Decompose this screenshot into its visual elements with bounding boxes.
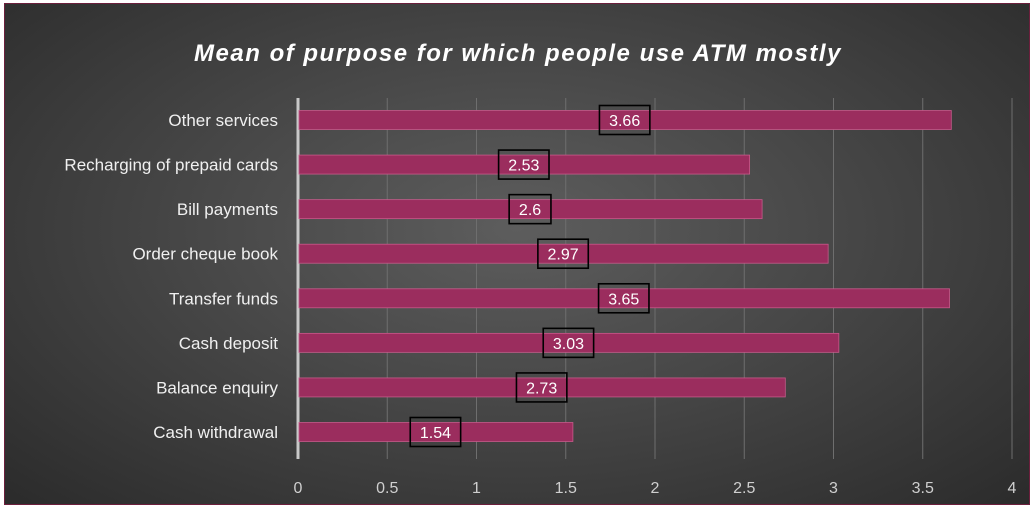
x-tick-label: 3 <box>829 480 838 497</box>
data-label: 3.66 <box>609 113 640 130</box>
data-label: 3.03 <box>553 336 584 353</box>
category-label: Transfer funds <box>169 289 278 308</box>
data-label-box <box>515 372 568 403</box>
bar <box>298 288 950 309</box>
category-label: Other services <box>168 111 278 130</box>
bar <box>298 332 840 353</box>
data-label-box <box>409 416 462 448</box>
x-tick-label: 2.5 <box>733 480 755 497</box>
x-tick-label: 1 <box>472 480 481 497</box>
x-tick-label: 4 <box>1008 480 1017 497</box>
category-label: Recharging of prepaid cards <box>64 156 278 175</box>
data-label-box <box>537 238 590 270</box>
x-tick-label: 2 <box>651 480 660 497</box>
data-label: 2.53 <box>508 158 539 175</box>
bar <box>298 243 829 264</box>
x-tick-label: 3.5 <box>912 480 934 497</box>
category-label: Balance enquiry <box>156 378 278 397</box>
x-tick-label: 1.5 <box>555 480 577 497</box>
data-label: 1.54 <box>420 425 451 442</box>
data-label-box <box>508 193 552 225</box>
data-label-box <box>497 149 550 180</box>
category-label: Bill payments <box>177 200 278 219</box>
data-label-box <box>598 104 651 136</box>
data-label-box <box>542 327 595 359</box>
chart-title: Mean of purpose for which people use ATM… <box>194 40 842 67</box>
bar <box>298 422 574 442</box>
data-label: 2.73 <box>526 380 557 397</box>
x-tick-label: 0 <box>294 480 303 497</box>
chart-frame: Mean of purpose for which people use ATM… <box>4 3 1030 505</box>
bar <box>298 110 952 130</box>
x-tick-label: 0.5 <box>376 480 398 497</box>
category-label: Order cheque book <box>132 245 278 264</box>
bar <box>298 199 763 220</box>
data-label: 2.6 <box>519 202 541 219</box>
category-label: Cash deposit <box>179 334 279 353</box>
data-label-box <box>597 282 650 314</box>
category-label: Cash withdrawal <box>153 423 278 442</box>
bar <box>298 377 786 398</box>
bar <box>298 154 751 175</box>
data-label: 3.65 <box>608 291 639 308</box>
data-label: 2.97 <box>548 247 579 264</box>
